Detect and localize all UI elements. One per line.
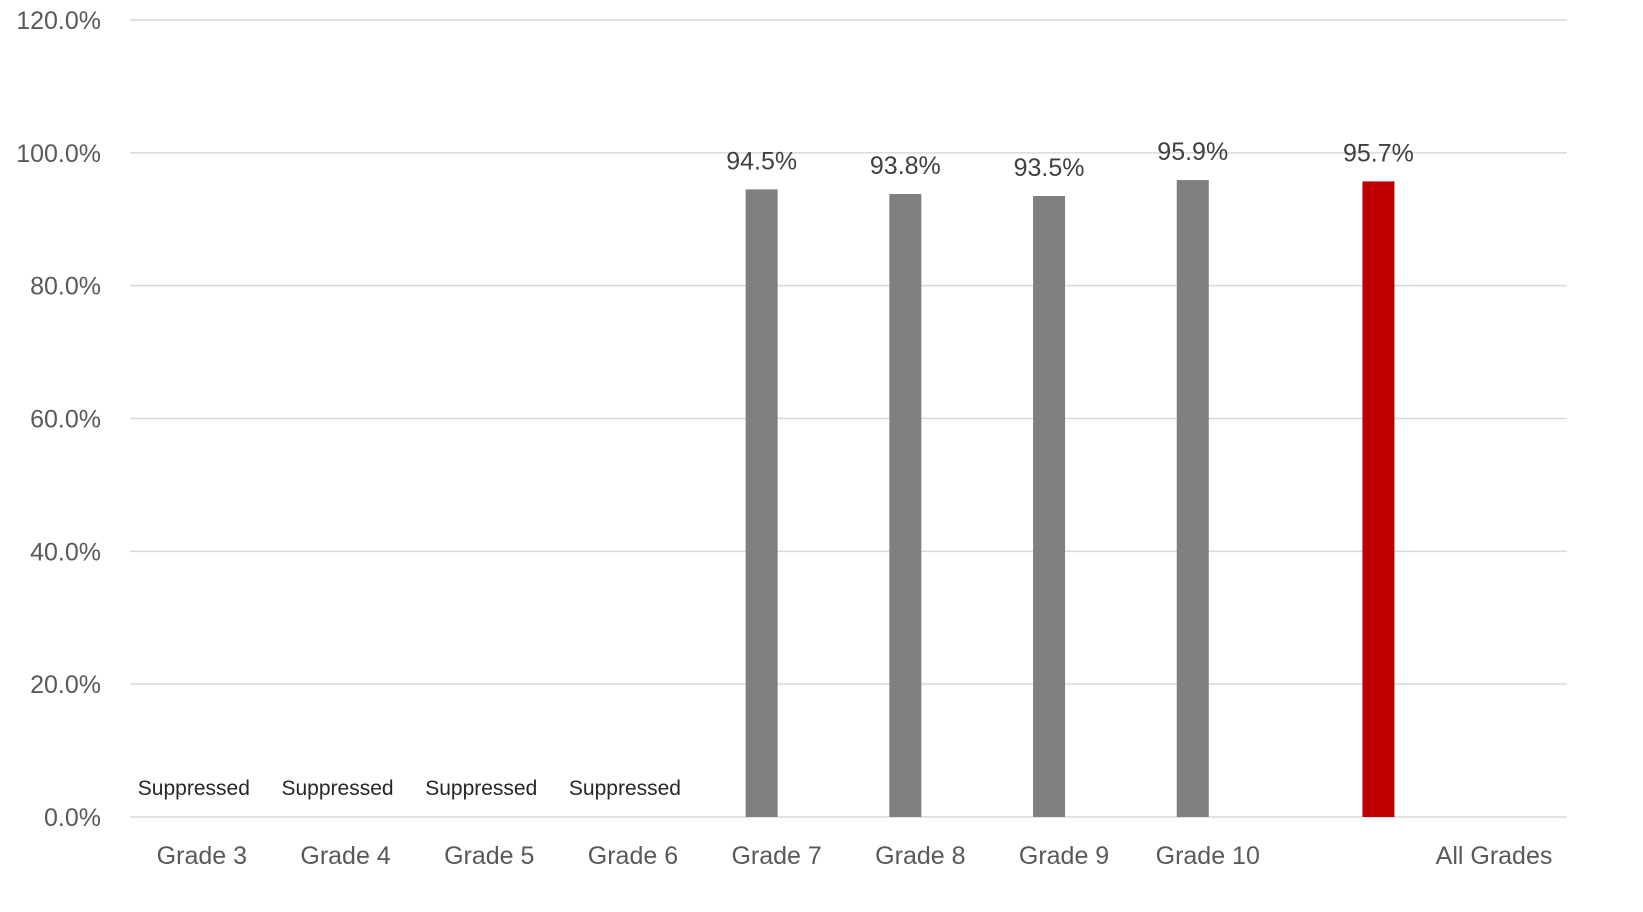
y-tick-label: 120.0% [16,7,101,35]
y-tick-label: 0.0% [44,804,101,832]
x-tick-label: Grade 6 [588,842,678,870]
suppressed-label: Suppressed [138,777,250,800]
bars [745,180,1395,818]
y-tick-label: 100.0% [16,140,101,168]
data-labels: Suppressed Suppressed Suppressed Suppressed… [138,138,1414,800]
x-tick-label: Grade 7 [731,842,821,870]
bar-all-grades [1362,181,1395,817]
data-label: 95.7% [1343,139,1414,167]
data-label: 93.5% [1014,154,1085,182]
x-tick-label: Grade 4 [300,842,390,870]
x-tick-label: Grade 8 [875,842,965,870]
x-axis-category-labels: Grade 3 Grade 4 Grade 5 Grade 6 Grade 7 Grade… [157,842,1553,870]
bar-grade-7 [745,189,778,818]
bar-grade-10 [1176,180,1209,818]
x-tick-label: All Grades [1436,842,1553,870]
suppressed-label: Suppressed [425,777,537,800]
y-tick-label: 40.0% [30,538,101,566]
suppressed-label: Suppressed [282,777,394,800]
x-tick-label: Grade 10 [1156,842,1260,870]
data-label: 93.8% [870,152,941,180]
x-tick-label: Grade 5 [444,842,534,870]
gridlines [130,19,1567,818]
x-tick-label: Grade 9 [1019,842,1109,870]
bar-grade-8 [889,194,922,818]
suppressed-label: Suppressed [569,777,681,800]
y-tick-label: 20.0% [30,671,101,699]
x-tick-label: Grade 3 [157,842,247,870]
data-label: 94.5% [726,147,797,175]
bar-grade-9 [1033,196,1066,818]
data-label: 95.9% [1157,138,1228,166]
y-tick-label: 60.0% [30,406,101,434]
y-tick-label: 80.0% [30,273,101,301]
y-axis-tick-labels: 0.0% 20.0% 40.0% 60.0% 80.0% 100.0% 120.0% [16,7,101,832]
